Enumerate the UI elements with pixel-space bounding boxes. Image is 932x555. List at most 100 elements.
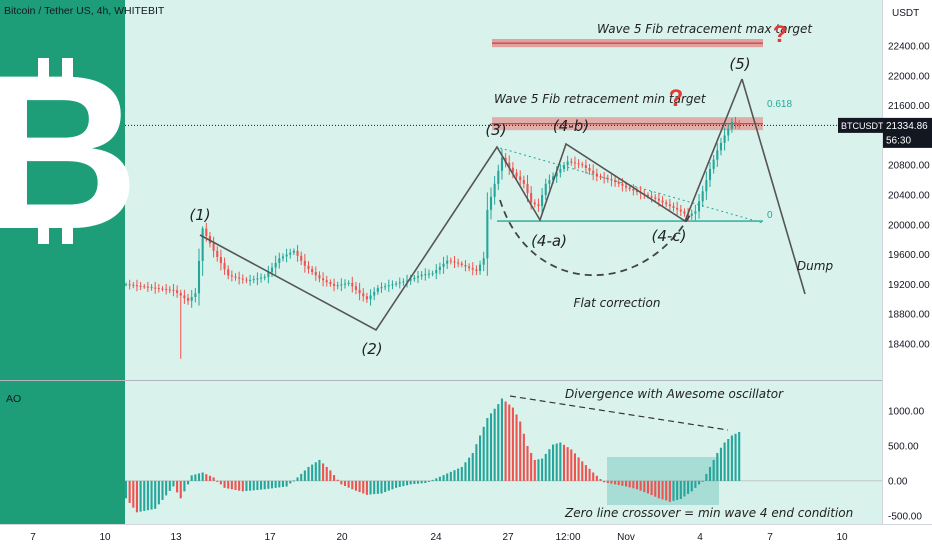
- ao-bar: [577, 457, 580, 481]
- price-candle: [522, 175, 525, 189]
- price-candle: [238, 271, 241, 285]
- ao-bar: [683, 480, 686, 497]
- price-candle: [223, 257, 226, 275]
- ao-bar: [281, 480, 284, 487]
- ao-bar: [672, 480, 675, 501]
- time-tick-label: 10: [836, 532, 848, 543]
- candle-body: [694, 211, 697, 214]
- ao-bar: [252, 480, 255, 491]
- price-candle: [471, 262, 474, 276]
- ao-bar: [303, 470, 306, 481]
- wave-5-label: (5): [729, 55, 750, 73]
- price-candle: [548, 174, 551, 190]
- ao-bar: [296, 477, 299, 481]
- candle-body: [314, 272, 317, 276]
- price-axis[interactable]: 22400.0022000.0021600.0021200.0020800.00…: [888, 42, 930, 351]
- ao-bar: [708, 466, 712, 481]
- price-candle: [216, 246, 219, 262]
- candle-body: [307, 265, 310, 269]
- price-candle: [541, 188, 544, 214]
- bitcoin-logo-bar-top-right: [62, 58, 73, 84]
- symbol-title[interactable]: Bitcoin / Tether US, 4h, WHITEBIT: [4, 5, 165, 17]
- ao-bar: [201, 472, 204, 481]
- ao-bar: [701, 480, 704, 482]
- price-candle: [592, 164, 595, 181]
- ao-bar: [154, 480, 157, 509]
- price-candle: [128, 279, 131, 290]
- candle-body: [406, 280, 409, 282]
- price-badge-symbol: BTCUSDT: [841, 121, 884, 131]
- candle-body: [172, 289, 175, 291]
- ao-bar: [661, 480, 664, 500]
- ao-bar: [698, 480, 701, 485]
- price-candle: [230, 270, 233, 282]
- candle-body: [431, 273, 434, 275]
- candle-body: [577, 163, 580, 165]
- ao-bar: [216, 480, 219, 482]
- ao-bar: [314, 462, 317, 481]
- fib-0-label: 0: [767, 210, 773, 221]
- price-candle: [489, 187, 493, 220]
- price-candle: [734, 116, 737, 129]
- price-candle: [274, 255, 277, 275]
- candle-body: [435, 270, 438, 274]
- time-tick-label: 13: [170, 532, 182, 543]
- ao-bar: [603, 480, 606, 483]
- price-candle: [132, 281, 135, 289]
- price-candle: [712, 154, 715, 174]
- ao-bar: [270, 480, 274, 489]
- ao-tick-label: 0.00: [888, 476, 908, 487]
- candle-body: [395, 283, 398, 285]
- ao-bar: [497, 404, 500, 481]
- price-candle: [628, 185, 631, 192]
- candle-body: [566, 161, 569, 166]
- ao-bar: [522, 433, 525, 481]
- candle-body: [559, 168, 562, 173]
- candle-body: [256, 278, 259, 280]
- ao-bar: [187, 480, 190, 485]
- price-candle: [157, 284, 160, 293]
- time-tick-label: 27: [502, 532, 514, 543]
- ao-bar: [150, 480, 153, 510]
- ao-axis[interactable]: 1000.00 500.00 0.00 -500.00: [888, 407, 925, 523]
- price-candle: [635, 187, 639, 196]
- ao-bar: [541, 458, 544, 481]
- candle-body: [716, 150, 719, 160]
- ao-bar: [727, 438, 730, 481]
- ao-bar: [318, 459, 321, 481]
- wave-3-label: (3): [485, 121, 506, 139]
- price-candle: [365, 292, 368, 303]
- indicator-label[interactable]: AO: [6, 393, 21, 405]
- ao-bar: [139, 480, 142, 512]
- price-candle: [179, 289, 182, 359]
- ao-bar: [427, 480, 430, 482]
- candle-body: [347, 282, 350, 284]
- time-axis[interactable]: 7 10 13 17 20 24 27 12:00 Nov 4 7 10: [30, 532, 848, 543]
- ao-bar: [358, 480, 361, 493]
- price-candle: [738, 120, 741, 129]
- ao-bar: [438, 476, 441, 481]
- candle-body: [212, 243, 215, 251]
- ao-bar: [617, 480, 620, 486]
- ao-bar: [168, 480, 171, 491]
- price-candle: [716, 143, 719, 167]
- ao-bar: [362, 480, 365, 494]
- candle-body: [387, 285, 390, 287]
- ao-bar: [179, 480, 182, 499]
- price-panel-background: [125, 0, 882, 380]
- price-badge: BTCUSDT 21334.86 56:30: [838, 117, 932, 148]
- price-candle: [190, 289, 193, 308]
- ao-bar: [449, 471, 452, 481]
- candlestick-series: [124, 116, 741, 359]
- price-candle: [603, 172, 606, 184]
- candle-body: [150, 287, 153, 289]
- price-candle: [252, 275, 255, 284]
- price-candle: [143, 284, 146, 289]
- ao-bar: [584, 465, 587, 481]
- ao-bar: [380, 480, 383, 494]
- candle-body: [402, 281, 405, 283]
- candle-body: [508, 162, 511, 168]
- price-candle: [333, 278, 336, 292]
- candle-body: [183, 295, 186, 299]
